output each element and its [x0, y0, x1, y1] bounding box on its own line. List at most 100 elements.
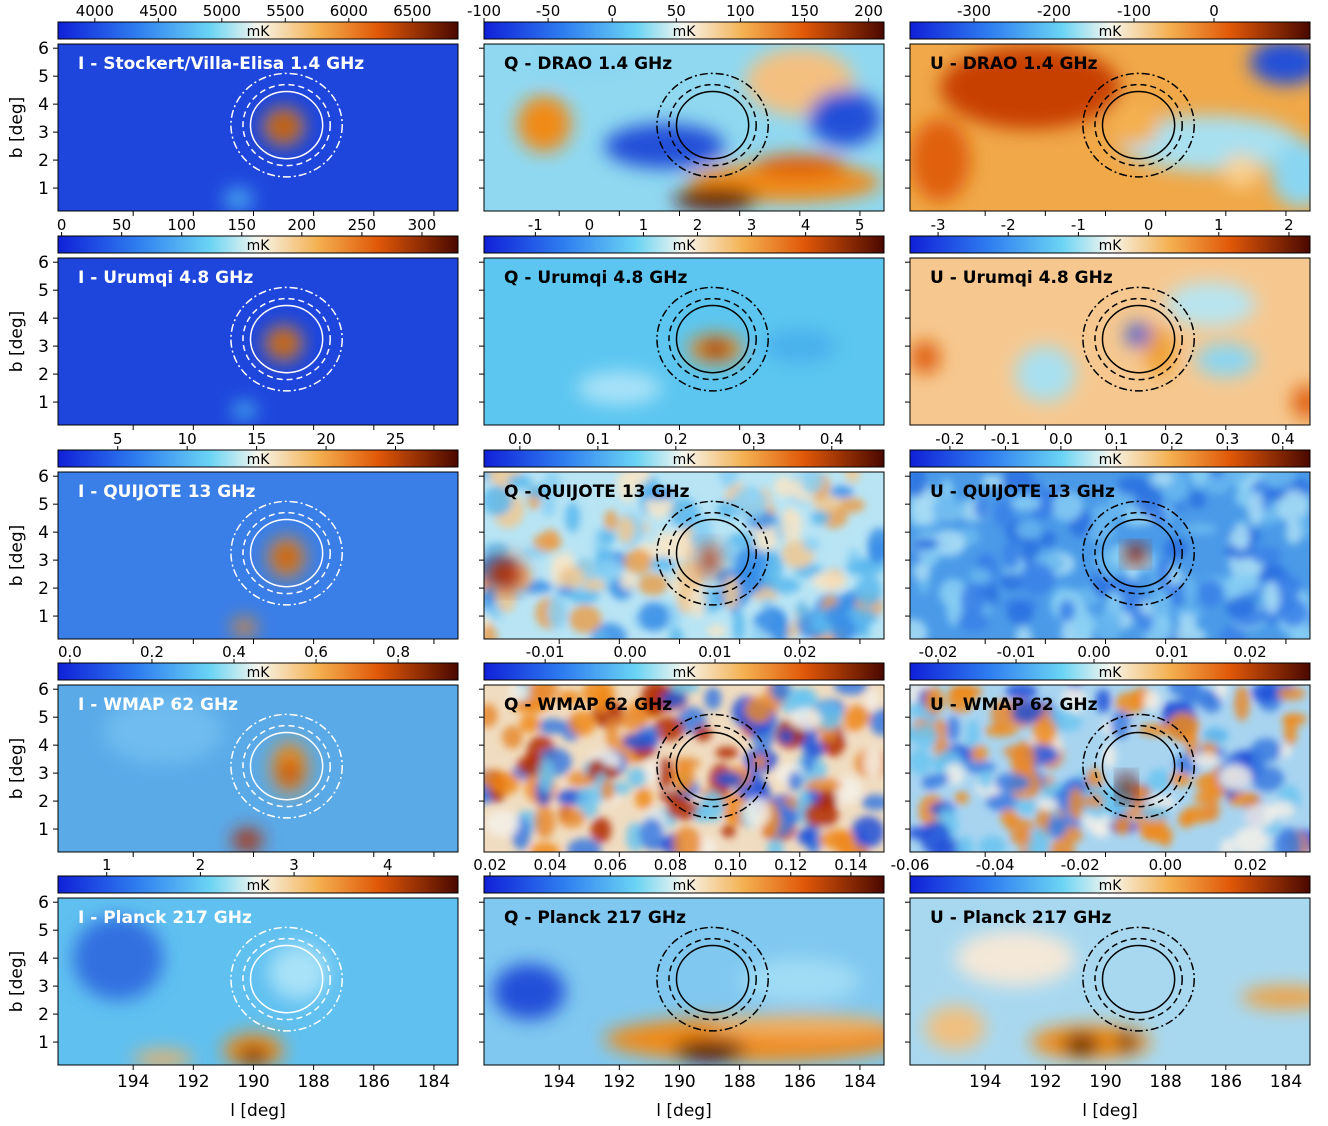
noise-blob [1058, 600, 1076, 622]
colorbar-label: mK [673, 665, 697, 681]
colorbar-label: mK [1099, 665, 1123, 681]
colorbar [909, 875, 1311, 894]
colorbar-tick-label: 0.12 [774, 856, 807, 874]
noise-blob [628, 472, 651, 486]
colorbar-tick-label: 10 [178, 430, 197, 448]
colorbar-tick-label: 300 [408, 216, 437, 234]
colorbar-label: mK [247, 878, 271, 894]
y-tick-label: 2 [38, 365, 49, 385]
noise-blob [986, 791, 1019, 812]
sky-map [910, 898, 1310, 1065]
panel-title: Q - Urumqi 4.8 GHz [504, 268, 687, 288]
feature [232, 618, 257, 636]
aperture-circle [656, 286, 769, 392]
aperture-circle [668, 511, 757, 595]
noise-blob [507, 474, 532, 490]
noise-blob [1015, 626, 1033, 639]
panel-title: I - Planck 217 GHz [78, 908, 252, 928]
aperture-circle [668, 297, 757, 381]
x-tick-label: 184 [844, 1072, 876, 1092]
colorbar-tick-label: 0.00 [613, 643, 646, 661]
noise-blob [1177, 613, 1197, 633]
noise-blob [1285, 520, 1302, 545]
y-tick-label: 5 [38, 921, 49, 941]
map-frame [483, 897, 885, 1066]
colorbar-tick-label: -0.2 [935, 430, 964, 448]
noise-blob [1184, 522, 1217, 535]
noise-blob [1062, 686, 1086, 709]
noise-blob [1068, 787, 1084, 821]
noise-blob [675, 560, 705, 589]
colorbar-label: mK [247, 238, 271, 254]
x-tick-label: 186 [358, 1072, 390, 1092]
x-tick-label: 184 [418, 1072, 450, 1092]
noise-blob [805, 777, 842, 793]
colorbar-tick-label: -0.02 [1061, 856, 1100, 874]
y-tick-label: 5 [38, 281, 49, 301]
features [1117, 773, 1136, 802]
aperture-circle [675, 90, 750, 160]
y-tick-label: 1 [38, 179, 49, 199]
noise-blob [715, 771, 743, 788]
noise-blob [1008, 700, 1044, 724]
noise-blob [807, 741, 825, 758]
colorbar-tick-label: -3 [931, 216, 946, 234]
noise-blob [814, 700, 844, 731]
noise-blob [954, 791, 969, 804]
noise-blob [495, 583, 517, 613]
noise-blob [1007, 602, 1034, 625]
noise-blob [1219, 764, 1253, 791]
colorbar-tick-label: 0.4 [222, 643, 246, 661]
noise-blob [1251, 749, 1265, 778]
aperture-circle [1094, 724, 1183, 808]
panel-title: I - Urumqi 4.8 GHz [78, 268, 253, 288]
colorbar-tick-label: -0.01 [997, 643, 1036, 661]
noise-blob [618, 710, 648, 731]
feature [1270, 140, 1310, 208]
noise-blob [800, 472, 824, 494]
colorbar-label: mK [673, 238, 697, 254]
colorbar-tick-label: 0.01 [698, 643, 731, 661]
y-tick-label: 4 [38, 309, 49, 329]
sky-map [58, 472, 458, 639]
aperture-circle [656, 500, 769, 606]
y-axis-label: b [deg] [7, 951, 27, 1013]
colorbar-label: mK [1099, 452, 1123, 468]
panel-title: Q - DRAO 1.4 GHz [504, 54, 672, 74]
noise-blob [704, 687, 722, 710]
feature [700, 543, 719, 577]
panel-title: U - DRAO 1.4 GHz [930, 54, 1098, 74]
colorbar-tick-label: 0.00 [1077, 643, 1110, 661]
noise-blob [833, 685, 868, 696]
noise-blob [970, 745, 988, 763]
aperture-circle [675, 944, 750, 1014]
y-tick-label: 3 [38, 764, 49, 784]
colorbar-tick-label: -50 [536, 2, 561, 20]
panel-title: Q - Planck 217 GHz [504, 908, 686, 928]
aperture-circle [1082, 286, 1195, 392]
colorbar-tick-label: 2 [1284, 216, 1294, 234]
colorbar-label: mK [247, 24, 271, 40]
map-frame [909, 684, 1311, 853]
noise-blob [1234, 685, 1250, 722]
colorbar-tick-label: -1 [1071, 216, 1086, 234]
colorbar-tick-label: -0.01 [526, 643, 565, 661]
noise-blob [1002, 472, 1034, 490]
noise-blob [1000, 573, 1024, 591]
noise-blob [923, 686, 945, 715]
feature [577, 371, 662, 405]
aperture-circle [230, 713, 343, 819]
noise-blob [1092, 825, 1111, 838]
noise-blob [818, 829, 854, 849]
colorbar-tick-label: 0.14 [834, 856, 867, 874]
colorbar-tick-label: 0.0 [508, 430, 532, 448]
aperture-circle [242, 297, 331, 381]
panel: U - QUIJOTE 13 GHz mK -0.2 -0.1 0.0 0.1 0.2 0.3… [905, 430, 1311, 644]
noise-blob [1108, 576, 1141, 597]
noise-blob [1225, 596, 1257, 618]
noise-blob [1204, 797, 1220, 822]
y-tick-label: 6 [38, 467, 49, 487]
y-tick-label: 4 [38, 95, 49, 115]
